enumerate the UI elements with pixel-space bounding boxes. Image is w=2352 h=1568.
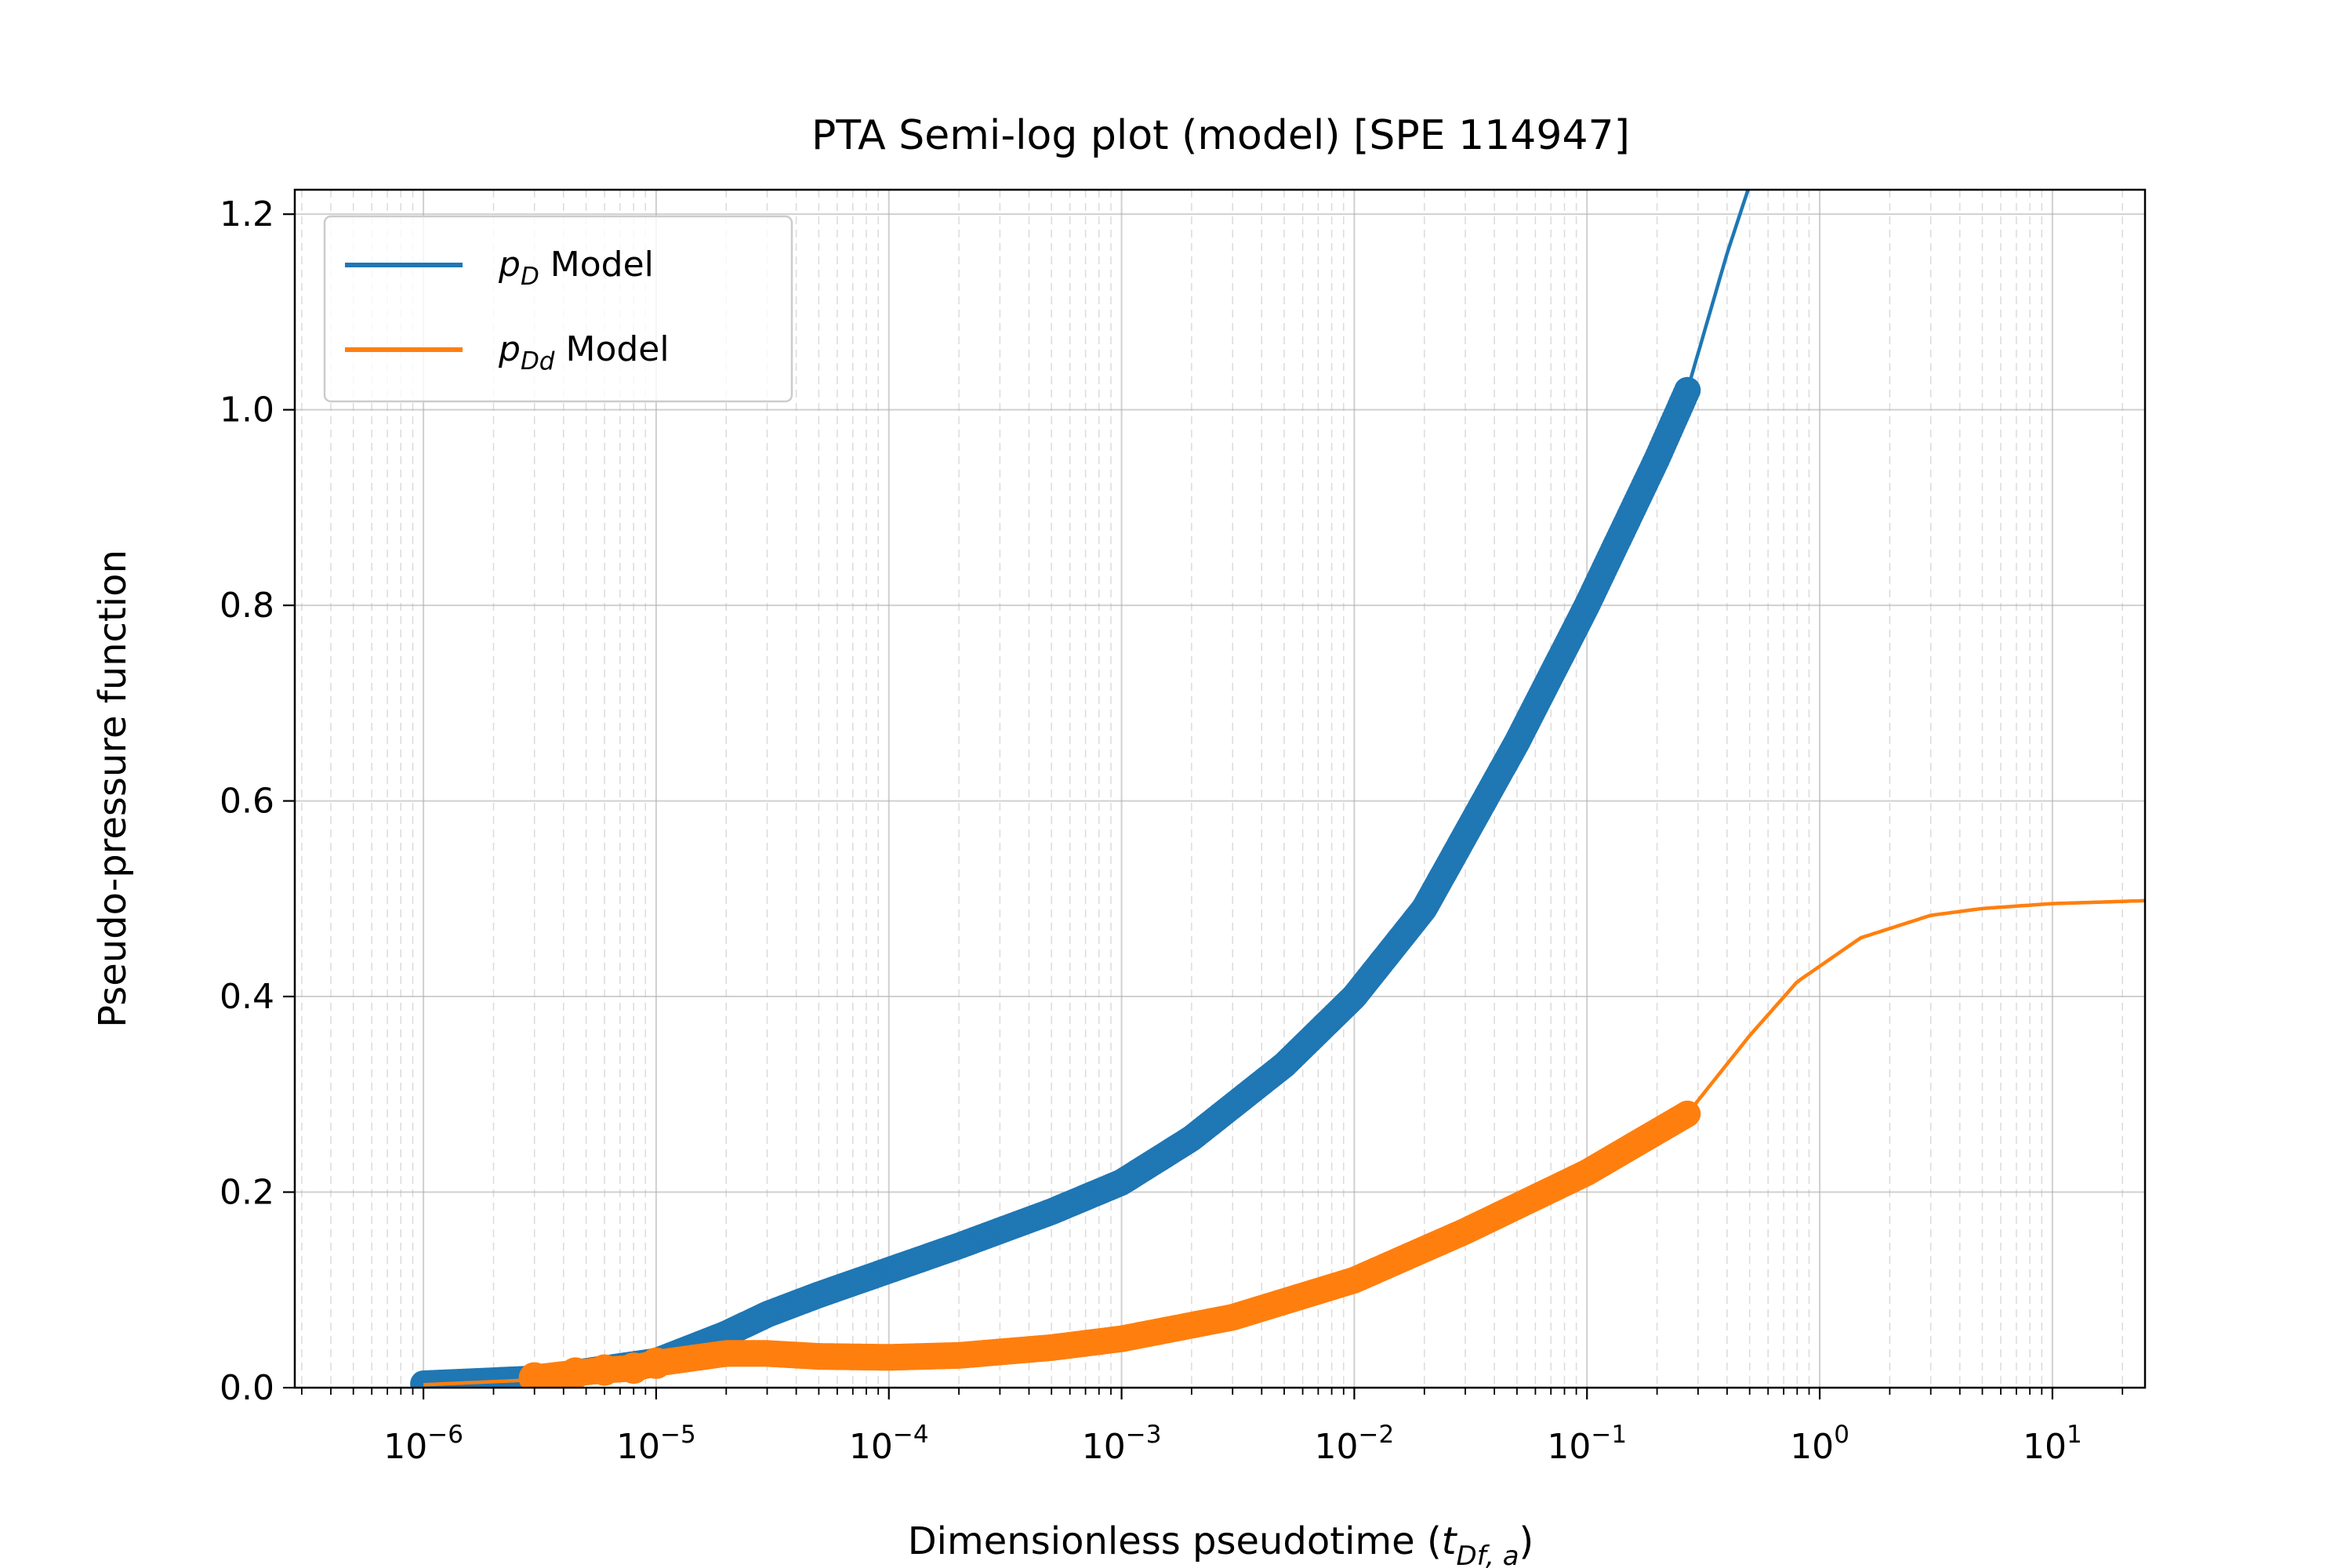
x-tick-label: 10−5 bbox=[616, 1421, 696, 1467]
x-tick-label: 100 bbox=[1790, 1421, 1849, 1467]
legend-pdd-var: p bbox=[498, 329, 521, 369]
legend-pd-rest: Model bbox=[539, 245, 654, 285]
chart-title: PTA Semi-log plot (model) [SPE 114947] bbox=[811, 112, 1630, 159]
legend-label-pdd: pDd Model bbox=[498, 329, 670, 376]
x-tick-label: 10−6 bbox=[383, 1421, 463, 1467]
legend-pdd-sub: Dd bbox=[521, 347, 555, 376]
y-tick-label: 1.2 bbox=[220, 194, 274, 234]
x-axis-label-var: t bbox=[1442, 1519, 1458, 1563]
legend-pd-sub: D bbox=[521, 263, 539, 291]
legend-pdd-rest: Model bbox=[555, 329, 670, 369]
y-tick-label: 0.4 bbox=[220, 977, 274, 1017]
y-tick-label: 0.8 bbox=[220, 586, 274, 626]
y-tick-label: 1.0 bbox=[220, 390, 274, 430]
x-tick-label: 10−3 bbox=[1082, 1421, 1162, 1467]
x-tick-label: 10−1 bbox=[1547, 1421, 1627, 1467]
x-axis-label-text: Dimensionless pseudotime ( bbox=[908, 1519, 1442, 1563]
marker-pdd-open bbox=[640, 1347, 672, 1379]
model-line-pdd bbox=[423, 898, 2145, 1387]
y-tick-label: 0.2 bbox=[220, 1173, 274, 1213]
y-tick-label: 0.0 bbox=[220, 1368, 274, 1408]
legend-label-pd: pD Model bbox=[498, 245, 654, 291]
plot-frame bbox=[293, 188, 2147, 1389]
y-axis-label: Pseudo-pressure function bbox=[91, 550, 135, 1028]
x-axis-label-close: ) bbox=[1519, 1519, 1534, 1563]
y-tick-label: 0.6 bbox=[220, 782, 274, 822]
y-axis-ticks: 0.0 0.2 0.4 0.6 0.8 1.0 1.2 bbox=[220, 194, 295, 1408]
x-tick-label: 10−2 bbox=[1315, 1421, 1395, 1467]
x-tick-label: 101 bbox=[2023, 1421, 2082, 1467]
legend: pD Model pDd Model bbox=[323, 215, 793, 403]
series-layer bbox=[410, 190, 2145, 1388]
x-axis-label-sub: Df, a bbox=[1457, 1541, 1519, 1568]
x-axis-label: Dimensionless pseudotime (tDf, a) bbox=[908, 1519, 1534, 1568]
legend-pd-var: p bbox=[498, 245, 521, 285]
x-axis-ticks: 10−6 10−5 10−4 10−3 10−2 10−1 100 101 bbox=[300, 1388, 2124, 1467]
x-tick-label: 10−4 bbox=[849, 1421, 929, 1467]
